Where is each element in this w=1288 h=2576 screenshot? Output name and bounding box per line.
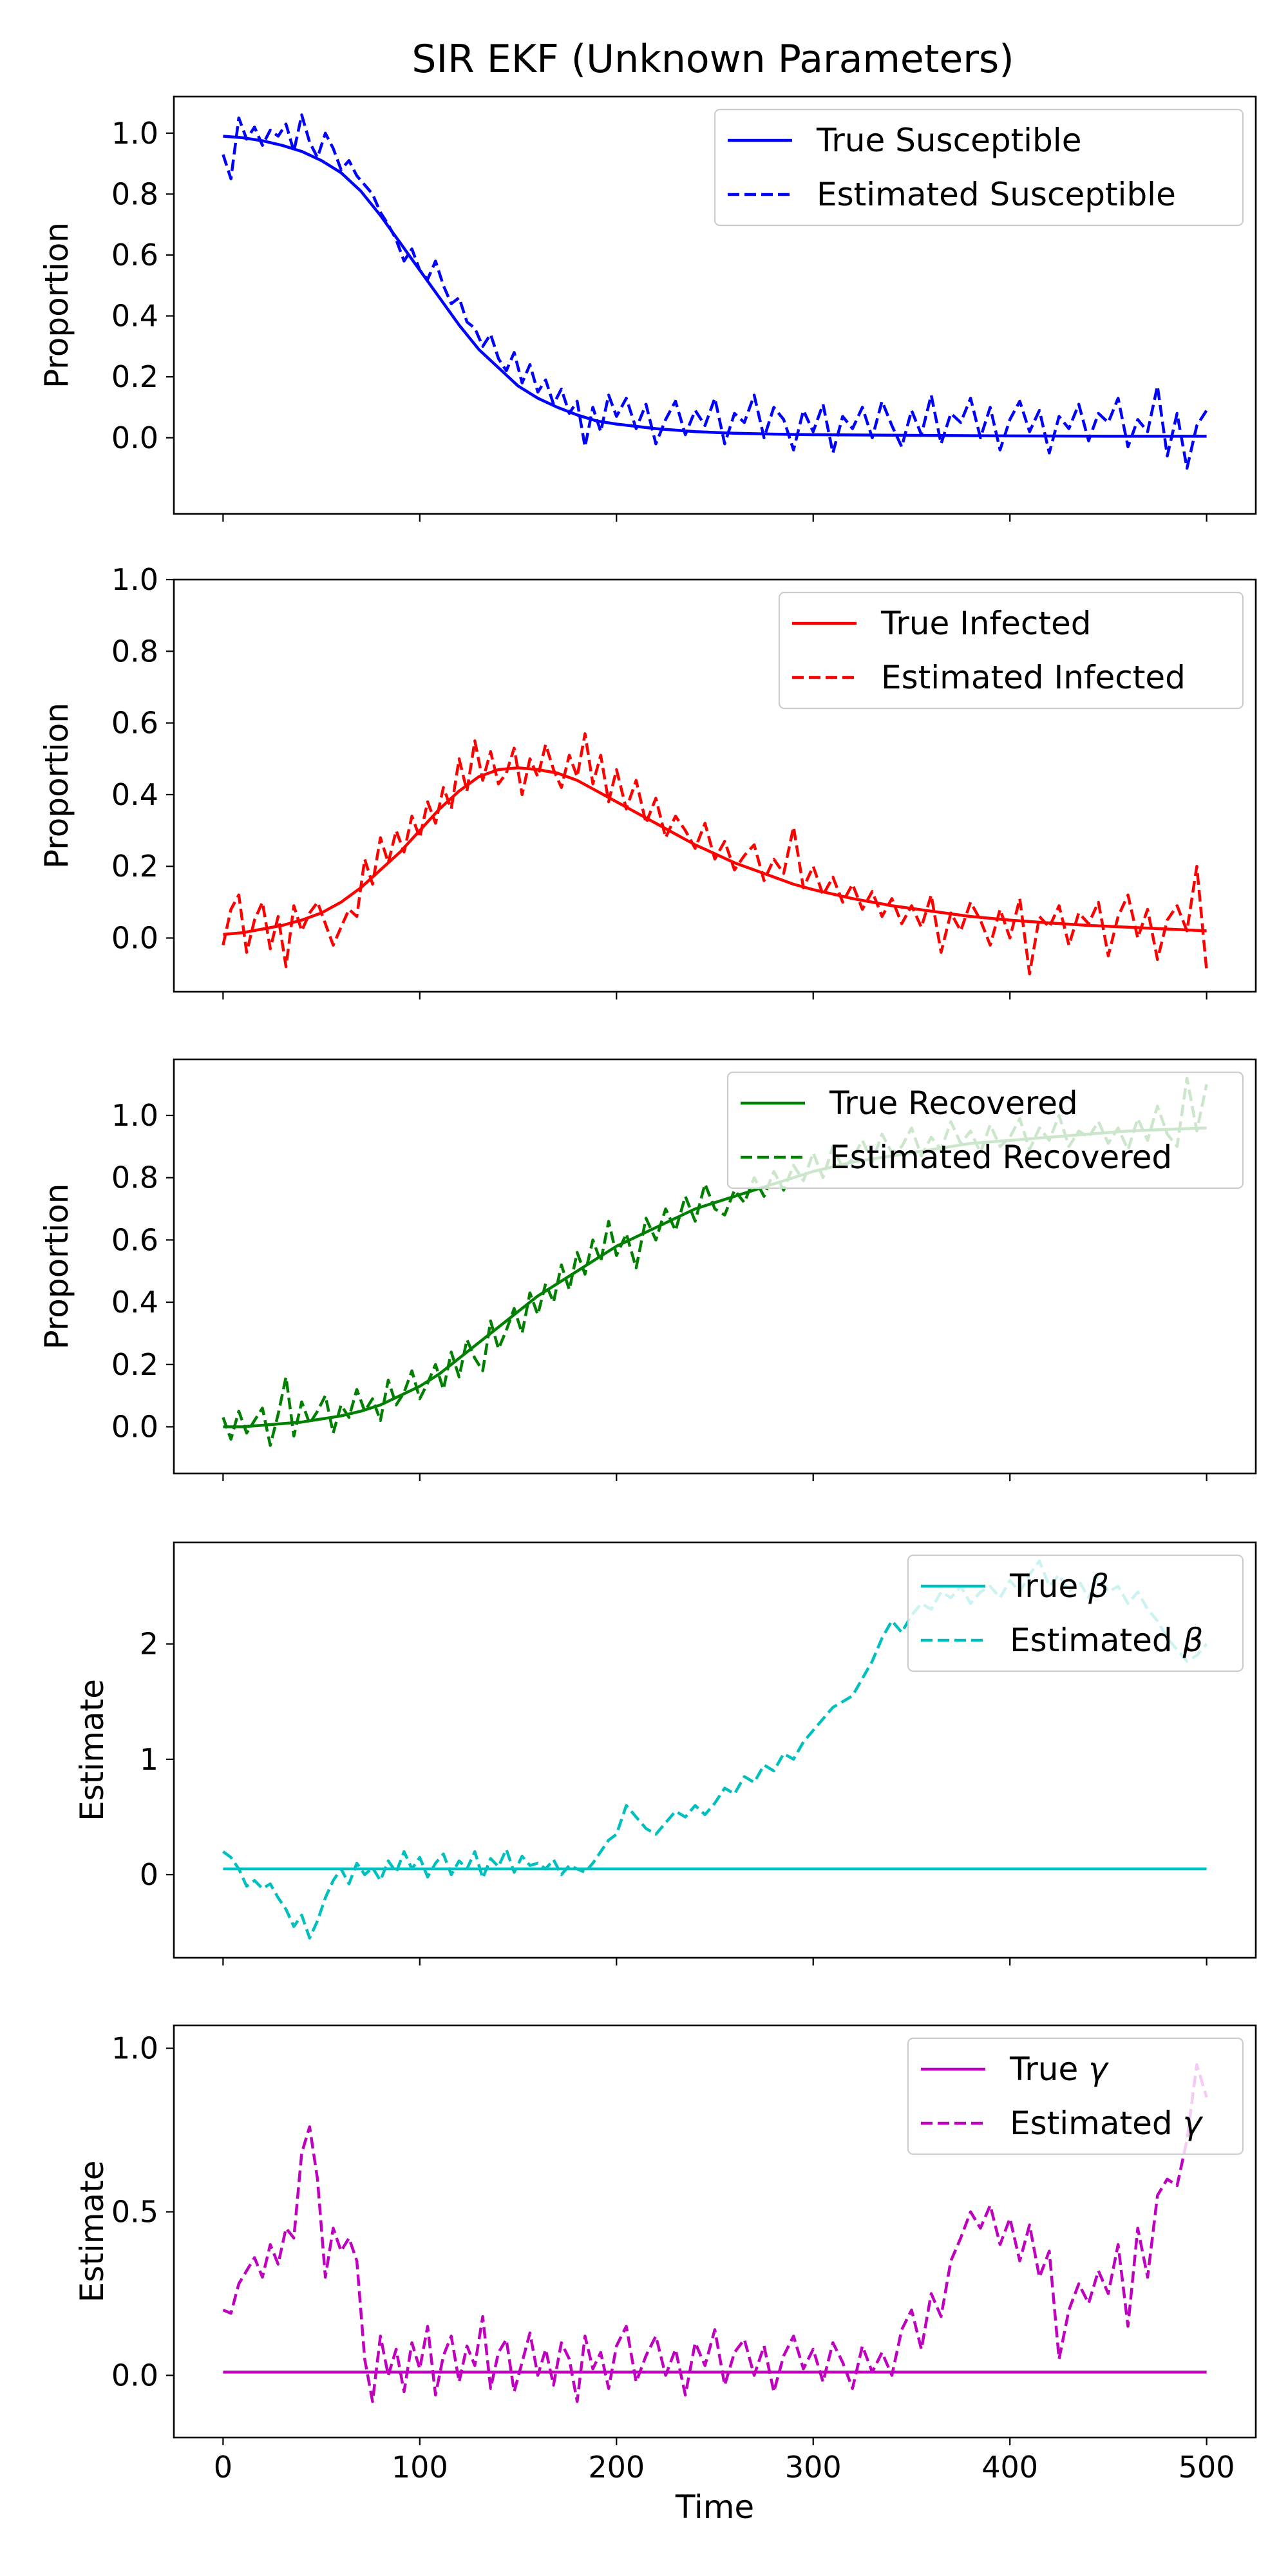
estimated-series-line [222, 113, 1208, 470]
legend: True Susceptible Estimated Susceptible [714, 108, 1244, 227]
estimated-series-line [222, 732, 1208, 976]
y-tick-label: 0.2 [111, 1347, 158, 1382]
y-tick-label: 0.0 [111, 421, 158, 455]
axes-frame [173, 1541, 1257, 1959]
y-axis-label: Proportion [38, 703, 75, 869]
legend-label: True γ [1009, 2050, 1109, 2088]
subplot-4: 0 1 2 Estimate True β Estimated β [73, 1541, 1257, 1965]
estimated-series-line [222, 1559, 1208, 1940]
legend-label: Estimated Infected [881, 659, 1186, 696]
subplot-2: 0.0 0.2 0.4 0.6 0.8 1.0 Proportion True Infecte… [38, 562, 1257, 999]
y-axis-label: Estimate [73, 2161, 111, 2303]
y-tick-label: 0.4 [111, 777, 158, 812]
estimated-series-line [222, 2063, 1208, 2403]
y-tick-label: 1.0 [111, 116, 158, 151]
series-group [222, 1559, 1208, 1940]
y-tick-label: 0.2 [111, 359, 158, 394]
legend-box [907, 2037, 1244, 2155]
legend-label: True β [1009, 1567, 1109, 1605]
y-tick-label: 1.0 [111, 2031, 158, 2066]
x-tick-label: 300 [785, 2450, 842, 2485]
chart-title: SIR EKF (Unknown Parameters) [412, 37, 1014, 82]
x-tick-label: 0 [214, 2450, 232, 2485]
y-tick-label: 0.0 [111, 1409, 158, 1444]
y-tick-label: 0.6 [111, 1222, 158, 1257]
y-tick-label: 0.8 [111, 176, 158, 211]
legend-label: Estimated Recovered [829, 1139, 1172, 1176]
y-tick-label: 2 [140, 1627, 158, 1662]
y-tick-label: 0.8 [111, 1160, 158, 1195]
y-tick-label: 1 [140, 1742, 158, 1777]
subplot-5: 0 100 200 300 400 500 0.0 0.5 1.0 Estimate Time Tru… [73, 2024, 1257, 2526]
x-tick-label: 400 [981, 2450, 1038, 2485]
legend-label: Estimated β [1010, 1622, 1203, 1659]
legend-label: True Recovered [829, 1084, 1078, 1122]
y-tick-label: 0 [140, 1857, 158, 1892]
y-tick-label: 0.5 [111, 2195, 158, 2230]
true-series-line [223, 766, 1207, 936]
x-axis-label: Time [675, 2488, 754, 2526]
x-tick-label: 100 [392, 2450, 448, 2485]
y-tick-label: 0.2 [111, 849, 158, 884]
legend: True Infected Estimated Infected [778, 591, 1244, 710]
y-tick-label: 1.0 [111, 1098, 158, 1133]
axes-frame [173, 1058, 1257, 1475]
series-group [222, 113, 1208, 470]
legend-label: Estimated γ [1010, 2105, 1203, 2142]
true-series-line [223, 135, 1207, 438]
axes-frame [173, 2024, 1257, 2439]
y-axis-label: Proportion [38, 222, 75, 388]
legend: True β Estimated β [907, 1554, 1244, 1672]
y-tick-label: 0.4 [111, 299, 158, 334]
y-tick-label: 0.4 [111, 1285, 158, 1320]
subplot-1: 0.0 0.2 0.4 0.6 0.8 1.0 Proportion True Suscept… [38, 95, 1257, 522]
y-tick-label: 0.6 [111, 706, 158, 741]
axes-frame [173, 578, 1257, 993]
y-tick-label: 0.6 [111, 238, 158, 272]
legend-box [778, 591, 1244, 710]
legend-label: True Susceptible [816, 122, 1081, 159]
series-group [222, 732, 1208, 976]
y-axis-label: Estimate [73, 1679, 111, 1821]
y-tick-label: 0.0 [111, 921, 158, 956]
legend: True γ Estimated γ [907, 2037, 1244, 2155]
subplot-3: 0.0 0.2 0.4 0.6 0.8 1.0 Proportion True Recover… [38, 1058, 1257, 1481]
series-group [222, 2063, 1208, 2403]
axes-frame [173, 95, 1257, 515]
y-tick-label: 1.0 [111, 562, 158, 597]
y-tick-label: 0.8 [111, 634, 158, 668]
legend-box [714, 108, 1244, 227]
legend-box [726, 1071, 1244, 1189]
x-tick-label: 200 [588, 2450, 645, 2485]
legend: True Recovered Estimated Recovered [726, 1071, 1244, 1189]
legend-box [907, 1554, 1244, 1672]
legend-label: Estimated Susceptible [817, 176, 1176, 213]
legend-label: True Infected [880, 605, 1092, 642]
y-tick-label: 0.0 [111, 2358, 158, 2392]
x-tick-label: 500 [1179, 2450, 1235, 2485]
y-axis-label: Proportion [38, 1184, 75, 1350]
